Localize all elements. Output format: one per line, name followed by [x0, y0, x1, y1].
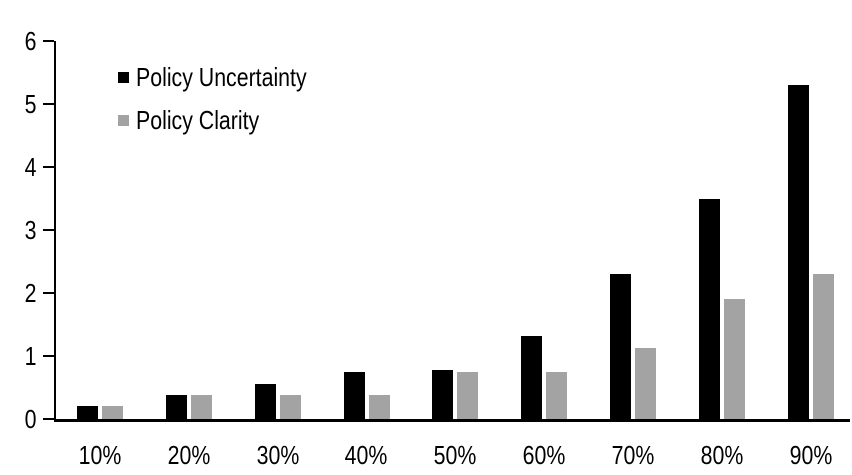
y-axis-tick [43, 103, 54, 105]
legend-label-uncertainty: Policy Uncertainty [136, 62, 307, 92]
legend-item-policy-uncertainty: Policy Uncertainty [118, 62, 344, 93]
y-tick-label: 6 [24, 26, 36, 56]
legend-item-policy-clarity: Policy Clarity [118, 105, 344, 136]
bar-policy-uncertainty-60pct [521, 335, 543, 419]
x-tick-label: 60% [522, 440, 566, 470]
y-axis-tick [43, 292, 54, 294]
bar-policy-uncertainty-40pct [343, 371, 365, 419]
y-axis-tick [43, 418, 54, 420]
bar-policy-clarity-80pct [723, 299, 745, 419]
bar-policy-clarity-60pct [546, 371, 568, 419]
bar-policy-clarity-40pct [368, 395, 390, 419]
bar-policy-clarity-50pct [457, 371, 479, 419]
legend-swatch-uncertainty-icon [118, 72, 129, 83]
y-axis-tick [43, 229, 54, 231]
y-axis-tick [43, 40, 54, 42]
x-tick-label: 20% [167, 440, 211, 470]
bar-policy-uncertainty-70pct [610, 274, 632, 419]
y-axis-tick [43, 355, 54, 357]
x-tick-label: 10% [78, 440, 122, 470]
x-tick-label: 30% [256, 440, 300, 470]
bar-policy-clarity-10pct [102, 406, 123, 419]
legend: Policy Uncertainty Policy Clarity [118, 62, 344, 148]
bar-policy-uncertainty-50pct [432, 369, 454, 419]
plot-area [43, 40, 850, 422]
bar-policy-clarity-20pct [190, 395, 212, 419]
y-tick-label: 1 [24, 341, 36, 371]
bar-policy-uncertainty-20pct [165, 395, 187, 419]
bar-policy-clarity-30pct [279, 395, 301, 419]
x-tick-label: 70% [611, 440, 655, 470]
bar-policy-clarity-90pct [812, 274, 834, 419]
bar-policy-uncertainty-10pct [77, 406, 98, 419]
y-tick-label: 0 [24, 404, 36, 434]
bar-policy-uncertainty-80pct [698, 198, 720, 419]
bar-policy-clarity-70pct [635, 347, 657, 419]
y-tick-label: 3 [24, 215, 36, 245]
legend-label-clarity: Policy Clarity [136, 105, 260, 135]
bar-policy-uncertainty-30pct [254, 384, 276, 419]
x-tick-label: 90% [789, 440, 833, 470]
y-axis-tick [43, 166, 54, 168]
x-tick-label: 50% [434, 440, 477, 470]
y-tick-label: 2 [24, 278, 36, 308]
x-tick-label: 40% [345, 440, 388, 470]
bar-policy-uncertainty-90pct [787, 85, 809, 419]
y-tick-label: 5 [24, 89, 36, 119]
x-tick-label: 80% [700, 440, 744, 470]
y-tick-label: 4 [24, 152, 36, 182]
legend-swatch-clarity-icon [118, 115, 129, 126]
